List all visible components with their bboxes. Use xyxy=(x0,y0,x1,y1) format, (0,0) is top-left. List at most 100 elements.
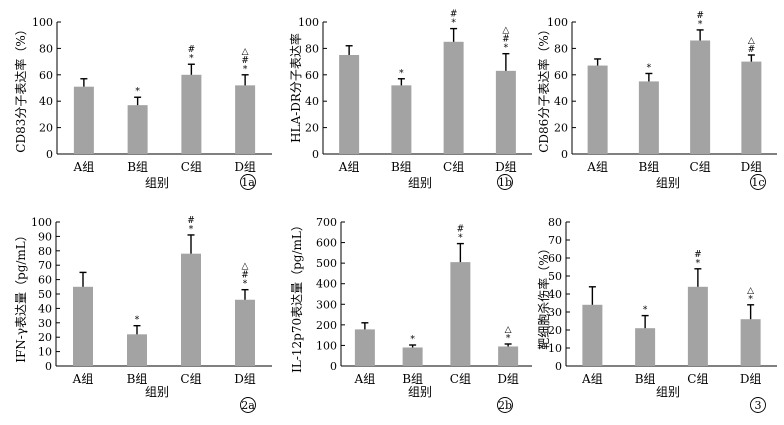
bar-3 xyxy=(181,74,202,154)
significance-mark: # * xyxy=(694,250,702,269)
significance-mark: * xyxy=(399,69,404,79)
y-tick-label: 20 xyxy=(554,122,568,135)
significance-mark: # * xyxy=(188,45,196,64)
y-tick-label: 500 xyxy=(316,257,337,270)
y-tick-label: 70 xyxy=(548,234,562,247)
panel-tag: 1c xyxy=(751,176,764,189)
panel-tag: 3 xyxy=(755,399,762,412)
y-tick-label: 50 xyxy=(38,288,52,301)
y-tick-label: 200 xyxy=(316,319,337,332)
bar-4 xyxy=(495,70,516,154)
bar-3 xyxy=(690,40,711,155)
bar-4 xyxy=(235,85,256,154)
category-label: C组 xyxy=(687,372,708,386)
y-tick-label: 0 xyxy=(555,360,562,373)
category-label: A组 xyxy=(354,372,376,386)
y-tick-label: 0 xyxy=(561,148,568,161)
x-axis-title: 组别 xyxy=(145,385,169,399)
panel-tag-circle xyxy=(750,397,766,413)
category-label: C组 xyxy=(181,160,202,174)
category-label: A组 xyxy=(72,372,94,386)
y-tick-label: 20 xyxy=(38,331,52,344)
chart-panel-1c: 0 20 40 60 80 100 A组 * B组 # * C组 △ # D组 CD86分子表达率（%） 组别 1… xyxy=(536,11,777,190)
y-tick-label: 40 xyxy=(38,302,52,315)
bar-4 xyxy=(741,61,762,154)
y-tick-label: 40 xyxy=(39,95,53,108)
y-tick-label: 100 xyxy=(298,16,319,29)
y-axis-title: CD83分子表达率（%） xyxy=(13,23,28,152)
bar-2 xyxy=(127,334,147,366)
bar-4 xyxy=(498,346,519,366)
y-tick-label: 30 xyxy=(548,306,562,319)
bar-2 xyxy=(638,81,659,154)
category-label: C组 xyxy=(690,160,711,174)
y-tick-label: 600 xyxy=(316,237,337,250)
y-tick-label: 0 xyxy=(45,360,52,373)
significance-mark: * xyxy=(410,335,415,345)
y-tick-label: 0 xyxy=(312,148,319,161)
y-tick-label: 70 xyxy=(38,259,52,272)
category-label: A组 xyxy=(73,160,95,174)
y-tick-label: 100 xyxy=(316,339,337,352)
bar-1 xyxy=(73,286,93,366)
category-label: D组 xyxy=(740,372,762,386)
panel-tag: 2b xyxy=(498,399,512,412)
category-label: B组 xyxy=(127,372,148,386)
chart-panel-1a: 0 20 40 60 80 100 A组 * B组 # * C组 △ # * D组 CD83分子表达率（%） 组别… xyxy=(13,16,272,190)
y-tick-label: 400 xyxy=(316,278,337,291)
significance-mark: * xyxy=(647,63,652,73)
significance-mark: △ * xyxy=(747,286,754,305)
chart-panel-3: 0 10 20 30 40 50 60 70 80 A组 * B组 # * C组 △ * D组 靶细胞杀伤率（%） 组… xyxy=(536,216,777,413)
y-tick-label: 60 xyxy=(39,69,53,82)
y-tick-label: 80 xyxy=(305,42,319,55)
y-tick-label: 90 xyxy=(38,230,52,243)
y-tick-label: 50 xyxy=(548,270,562,283)
significance-mark: * xyxy=(135,316,140,326)
significance-mark: △ # * xyxy=(502,26,510,54)
category-label: D组 xyxy=(497,372,519,386)
y-tick-label: 80 xyxy=(38,245,52,258)
bar-4 xyxy=(235,299,255,366)
bar-2 xyxy=(635,328,656,366)
y-tick-label: 10 xyxy=(38,346,52,359)
y-tick-label: 100 xyxy=(31,216,52,229)
y-tick-label: 20 xyxy=(305,122,319,135)
y-tick-label: 40 xyxy=(554,95,568,108)
category-label: B组 xyxy=(127,160,148,174)
y-tick-label: 60 xyxy=(554,69,568,82)
significance-mark: △ # * xyxy=(241,262,249,290)
category-label: C组 xyxy=(443,160,464,174)
bar-1 xyxy=(354,329,375,366)
significance-mark: * xyxy=(135,87,140,97)
y-tick-label: 20 xyxy=(39,122,53,135)
panel-tag-circle xyxy=(240,397,256,413)
bar-1 xyxy=(587,65,608,154)
category-label: D组 xyxy=(234,372,256,386)
category-label: C组 xyxy=(450,372,471,386)
bar-3 xyxy=(443,41,464,154)
category-label: D组 xyxy=(495,160,517,174)
significance-mark: # * xyxy=(457,225,465,244)
bar-1 xyxy=(582,304,603,366)
y-axis-title: HLA-DR分子表达率 xyxy=(288,33,303,143)
y-axis-title: CD86分子表达率（%） xyxy=(536,23,551,152)
panel-tag: 2a xyxy=(241,399,255,412)
bar-4 xyxy=(740,319,761,366)
y-axis-title: IFN-γ表达量（pg/mL） xyxy=(14,229,28,363)
category-label: B组 xyxy=(638,160,659,174)
category-label: A组 xyxy=(586,160,608,174)
bar-2 xyxy=(391,85,412,154)
significance-mark: △ # * xyxy=(241,47,249,75)
significance-mark: # * xyxy=(696,11,704,30)
significance-mark: # * xyxy=(450,10,458,29)
y-tick-label: 60 xyxy=(548,252,562,265)
significance-mark: * xyxy=(643,306,648,316)
y-axis-title: 靶细胞杀伤率（%） xyxy=(536,242,551,349)
category-label: B组 xyxy=(391,160,412,174)
category-label: A组 xyxy=(581,372,603,386)
significance-mark: △ # xyxy=(748,36,756,55)
y-tick-label: 80 xyxy=(39,42,53,55)
panel-tag-circle xyxy=(240,174,256,190)
